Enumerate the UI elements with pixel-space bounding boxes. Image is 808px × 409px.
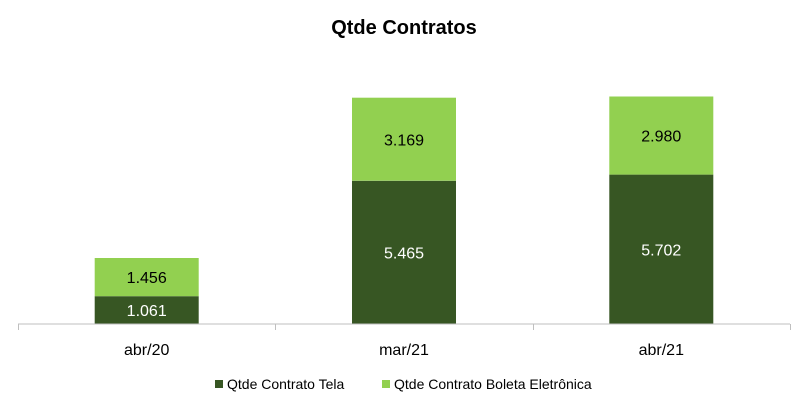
legend-label: Qtde Contrato Boleta Eletrônica — [394, 376, 592, 392]
bar-segment-boleta — [94, 258, 199, 297]
x-tick-label: mar/21 — [379, 342, 429, 359]
data-label: 1.061 — [127, 303, 167, 320]
data-label: 5.702 — [641, 242, 681, 259]
bar-segment-tela — [94, 296, 199, 324]
x-tick-label: abr/21 — [639, 342, 684, 359]
legend-swatch — [382, 380, 390, 388]
x-axis-labels: abr/20 mar/21 abr/21 — [124, 342, 684, 359]
legend-label: Qtde Contrato Tela — [227, 376, 344, 392]
bars: 1.061 1.456 5.465 3.169 5.702 2.980 — [94, 96, 714, 324]
x-tick-label: abr/20 — [124, 342, 169, 359]
data-label: 3.169 — [384, 132, 424, 149]
data-label: 2.980 — [641, 129, 681, 146]
legend: Qtde Contrato Tela Qtde Contrato Boleta E… — [215, 376, 592, 392]
legend-swatch — [215, 380, 223, 388]
data-label: 1.456 — [127, 270, 167, 287]
bar-segment-tela — [609, 174, 714, 324]
chart-title: Qtde Contratos — [331, 17, 477, 39]
bar-segment-boleta — [352, 97, 456, 181]
x-axis-ticks — [18, 324, 791, 330]
data-label: 5.465 — [384, 245, 424, 262]
bar-segment-boleta — [609, 96, 714, 175]
bar-segment-tela — [352, 180, 456, 324]
